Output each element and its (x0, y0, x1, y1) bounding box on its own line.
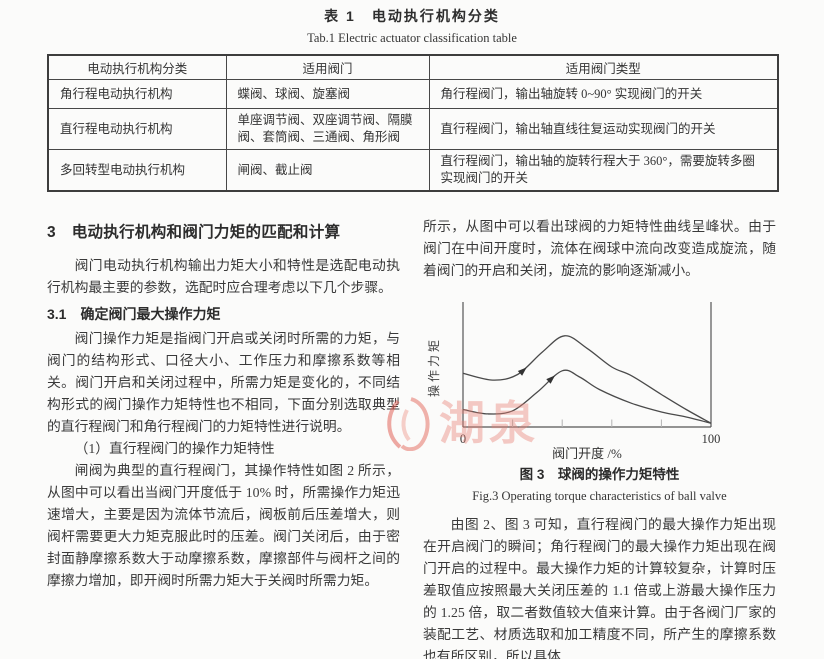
x-axis-ticks (512, 419, 662, 427)
table-title-en: Tab.1 Electric actuator classification t… (307, 31, 517, 45)
left-column: 3 电动执行机构和阀门力矩的匹配和计算 阀门电动执行机构输出力矩大小和特性是选配… (47, 216, 400, 659)
table-title-cn: 表 1 电动执行机构分类 (324, 8, 500, 24)
classification-table: 电动执行机构分类 适用阀门 适用阀门类型 角行程电动执行机构 蝶阀、球阀、旋塞阀… (47, 54, 779, 192)
paragraph: 由图 2、图 3 可知，直行程阀门的最大操作力矩出现在开启阀门的瞬间；角行程阀门… (423, 517, 776, 659)
table-cell: 角行程阀门，输出轴旋转 0~90° 实现阀门的开关 (428, 79, 779, 109)
paragraph: 闸阀为典型的直行程阀门，其操作特性如图 2 所示，从图中可以看出当阀门开度低于 … (47, 463, 400, 588)
table-cell: 多回转型电动执行机构 (47, 149, 227, 192)
figure-caption-en: Fig.3 Operating torque characteristics o… (472, 489, 727, 503)
table-header-cell: 适用阀门 (225, 54, 430, 80)
curve-direction-arrow (517, 367, 527, 376)
x-max-tick-label: 100 (702, 432, 721, 446)
torque-curve-opening (462, 335, 712, 424)
paragraph: 所示，从图中可以看出球阀的力矩特性曲线呈峰状。由于阀门在中间开度时，流体在阀球中… (423, 219, 776, 278)
table-cell: 蝶阀、球阀、旋塞阀 (225, 79, 430, 109)
paragraph: 阀门操作力矩是指阀门开启或关闭时所需的力矩，与阀门的结构形式、口径大小、工作压力… (47, 331, 400, 434)
table-cell: 直行程阀门，输出轴直线往复运动实现阀门的开关 (428, 108, 779, 150)
section-heading: 3 电动执行机构和阀门力矩的匹配和计算 (47, 224, 341, 241)
figure-caption-cn: 图 3 球阀的操作力矩特性 (519, 467, 680, 482)
curve-direction-arrow (546, 375, 556, 384)
table-header-cell: 适用阀门类型 (428, 54, 779, 80)
subsection-heading: 3.1 确定阀门最大操作力矩 (47, 306, 221, 322)
right-column: 所示，从图中可以看出球阀的力矩特性曲线呈峰状。由于阀门在中间开度时，流体在阀球中… (423, 216, 776, 659)
figure-3: 操作力矩 0 100 阀门开度 /% 图 3 球阀的操作力矩特性 (423, 292, 776, 504)
torque-curve-closing (462, 369, 712, 424)
two-column-text: 3 电动执行机构和阀门力矩的匹配和计算 阀门电动执行机构输出力矩大小和特性是选配… (47, 216, 777, 659)
y-axis-label: 操作力矩 (426, 337, 441, 397)
x-axis-label: 阀门开度 /% (552, 446, 622, 461)
table-header-cell: 电动执行机构分类 (47, 54, 227, 80)
table-cell: 单座调节阀、双座调节阀、隔膜阀、套筒阀、三通阀、角形阀 (225, 108, 430, 150)
paragraph: 阀门电动执行机构输出力矩大小和特性是选配电动执行机构最主要的参数，选配时应合理考… (47, 258, 400, 295)
table-row: 角行程电动执行机构 蝶阀、球阀、旋塞阀 角行程阀门，输出轴旋转 0~90° 实现… (47, 79, 779, 109)
table-cell: 闸阀、截止阀 (225, 149, 430, 192)
table-header-row: 电动执行机构分类 适用阀门 适用阀门类型 (47, 54, 779, 80)
x-min-tick-label: 0 (460, 432, 466, 446)
table-cell: 角行程电动执行机构 (47, 79, 227, 109)
table-cell: 直行程电动执行机构 (47, 108, 227, 150)
table-cell: 直行程阀门，输出轴的旋转行程大于 360°，需要旋转多圈实现阀门的开关 (428, 149, 779, 192)
torque-chart: 操作力矩 0 100 阀门开度 /% (426, 302, 721, 461)
paragraph: （1）直行程阀门的操作力矩特性 (74, 441, 275, 456)
table-row: 直行程电动执行机构 单座调节阀、双座调节阀、隔膜阀、套筒阀、三通阀、角形阀 直行… (47, 108, 779, 150)
table-row: 多回转型电动执行机构 闸阀、截止阀 直行程阀门，输出轴的旋转行程大于 360°，… (47, 149, 779, 192)
